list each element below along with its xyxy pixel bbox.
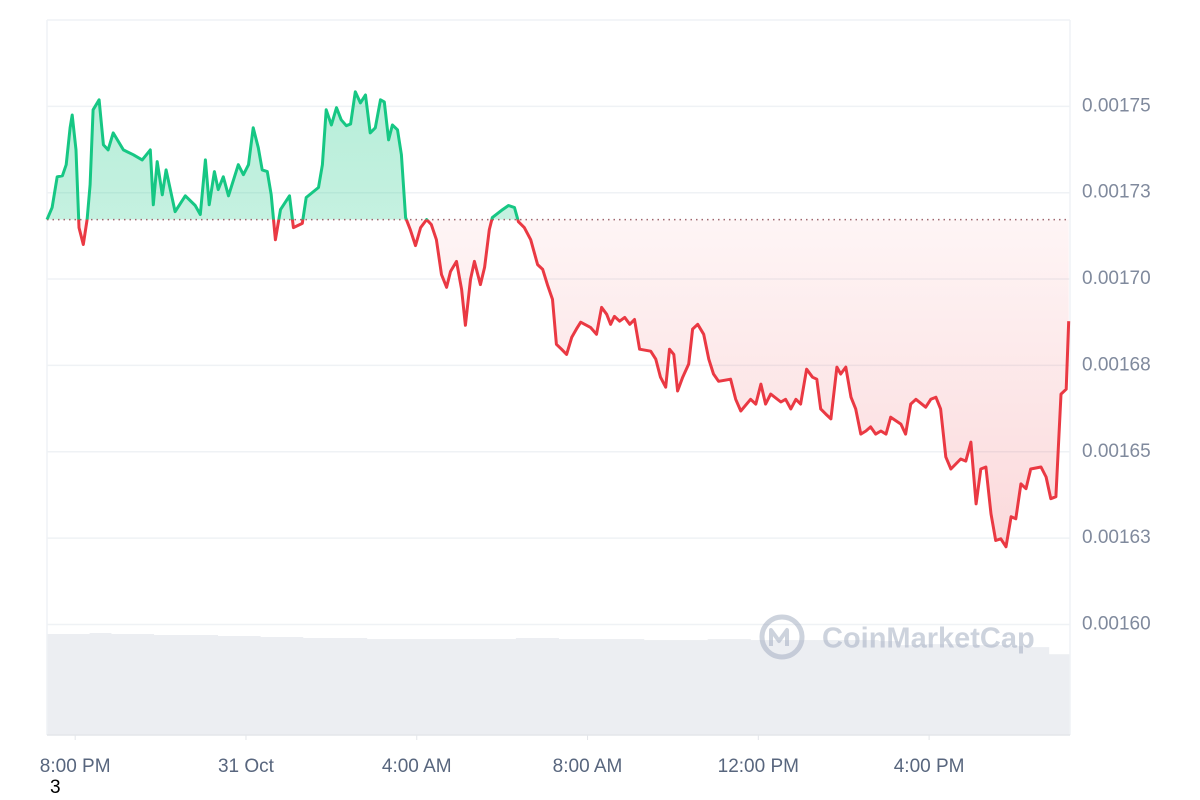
y-tick-label: 0.00168 — [1082, 354, 1151, 375]
volume-bar — [451, 639, 474, 735]
volume-bar — [366, 639, 389, 735]
volume-bar — [665, 640, 687, 735]
volume-bar — [430, 639, 453, 735]
y-tick-label: 0.00163 — [1082, 527, 1151, 548]
volume-bar — [260, 637, 282, 735]
volume-bar — [1006, 646, 1028, 735]
volume-bar — [388, 639, 410, 735]
x-tick-label: 8:00 AM — [553, 756, 623, 777]
volume-bar — [814, 640, 837, 735]
volume-bar — [324, 638, 346, 735]
volume-bar — [792, 640, 815, 735]
volume-bar — [494, 639, 517, 735]
volume-bar — [920, 644, 943, 735]
x-tick-label: 12:00 PM — [718, 756, 799, 777]
area — [47, 91, 1069, 547]
volume-bar — [899, 645, 922, 735]
volume-bar — [856, 640, 879, 735]
volume-bar — [153, 635, 176, 735]
volume-bar — [409, 639, 432, 735]
volume-bar — [878, 641, 900, 735]
y-tick-label: 0.00175 — [1082, 95, 1151, 116]
x-tick-label: 31 Oct — [218, 756, 275, 777]
volume-bar — [984, 645, 1007, 735]
volume-bar — [47, 634, 69, 735]
watermark: CoinMarketCap — [759, 614, 1035, 660]
volume-bar — [1048, 654, 1071, 735]
volume-bar — [963, 645, 986, 735]
volume-bar — [835, 640, 858, 735]
volume-bar — [515, 638, 538, 735]
price-line — [45, 90, 1071, 549]
volume-bar — [942, 644, 964, 735]
volume-bar — [771, 640, 794, 735]
volume-bar — [686, 640, 709, 735]
volume-bar — [707, 639, 730, 735]
volume-bar — [729, 639, 751, 735]
volume-bar — [601, 639, 623, 735]
volume-bar — [345, 638, 368, 735]
volume-bar — [217, 636, 240, 735]
volume-bar — [196, 635, 218, 735]
volume-bar — [1027, 647, 1050, 735]
volume-bar — [89, 633, 112, 735]
y-tick-label: 0.00173 — [1082, 182, 1151, 203]
x-tick-label: 4:00 PM — [894, 756, 965, 777]
volume-bar — [473, 639, 496, 735]
x-tick-label: 4:00 AM — [382, 756, 452, 777]
volume-bar — [132, 634, 155, 735]
volume-bar — [281, 637, 304, 735]
volume-bar — [537, 638, 559, 735]
y-tick-label: 0.00160 — [1082, 613, 1151, 634]
volume-bar — [558, 639, 581, 735]
volume-bar — [302, 638, 325, 735]
volume-bar — [750, 640, 773, 735]
volume-bar — [579, 639, 602, 735]
y-tick-label: 0.00165 — [1082, 441, 1151, 462]
volume-bar — [643, 640, 666, 735]
x-tick-label: 8:00 PM — [40, 756, 111, 777]
y-tick-label: 0.00170 — [1082, 268, 1151, 289]
volume-bar — [238, 636, 261, 735]
volume-bar — [110, 634, 133, 735]
volume-bar — [68, 634, 91, 735]
volume-bar — [174, 635, 197, 735]
watermark-text: CoinMarketCap — [822, 623, 1035, 655]
volume-bar — [622, 639, 645, 735]
footnote: 3 — [50, 777, 61, 798]
